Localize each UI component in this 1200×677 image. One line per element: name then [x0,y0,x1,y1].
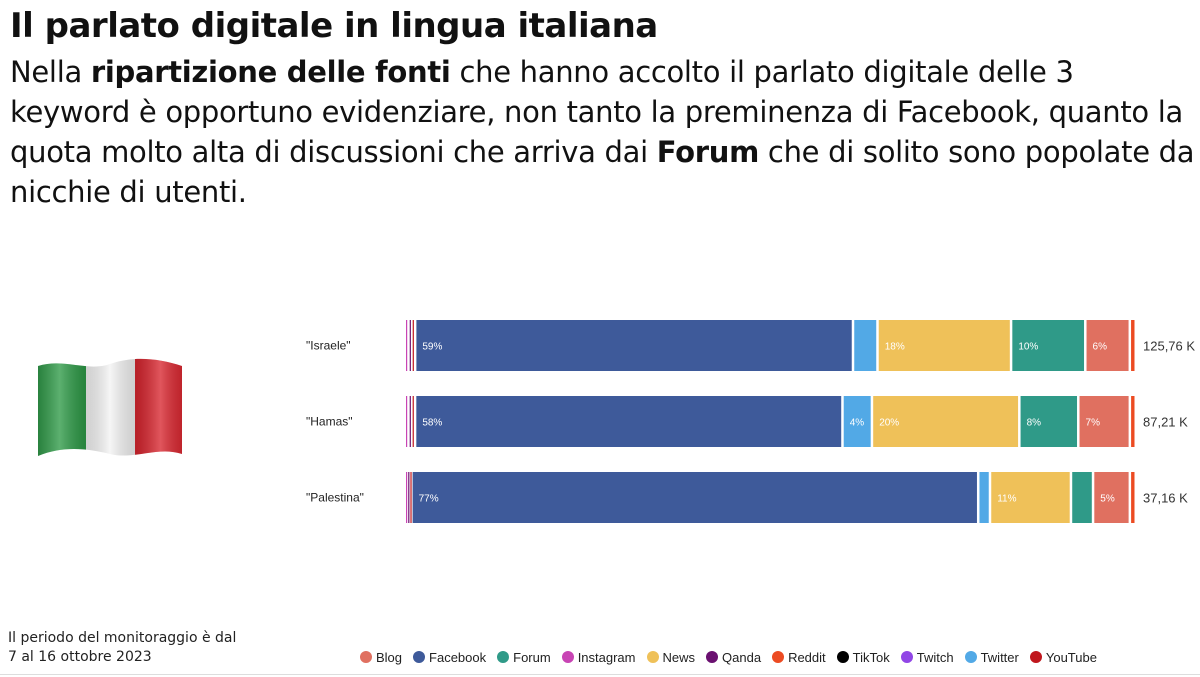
bar-segment-twitter [979,472,989,523]
total-label: 125,76 K [1143,339,1195,354]
bar-segment-instagram [406,320,408,371]
monitoring-period-note: Il periodo del monitoraggio è dal 7 al 1… [8,629,308,667]
legend-item-news: News [646,649,696,665]
page-subtitle: Nella ripartizione delle fonti che hanno… [10,52,1195,212]
footnote-line-2: 7 al 16 ottobre 2023 [8,649,152,665]
bar-segment-qanda [409,320,411,371]
legend-label: Instagram [577,649,636,665]
bar-segment-news [991,472,1070,523]
legend-label: TikTok [852,649,890,665]
legend-label: Reddit [788,649,826,665]
legend-dot-icon [772,651,785,663]
legend-dot-icon [964,651,977,663]
legend-dot-icon [413,651,426,663]
legend-item-facebook: Facebook [413,650,486,665]
bar-segment-blog [1094,472,1129,523]
category-label: "Hamas" [306,415,353,429]
bar-segment-forum [1012,320,1085,371]
segment-value-label: 59% [422,342,442,353]
bar-segment-youtube [412,320,414,371]
segment-value-label: 77% [419,494,439,505]
legend-item-instagram: Instagram [561,649,636,665]
legend-dot-icon [497,651,510,663]
legend-item-youtube: YouTube [1029,649,1097,665]
segment-value-label: 8% [1027,418,1042,429]
legend-item-qanda: Qanda [706,650,761,665]
total-label: 87,21 K [1143,415,1188,430]
subtitle-text-2: che hanno accolto il parlato digitale de… [10,55,1184,169]
bar-segment-youtube [410,472,412,523]
bar-segment-facebook [412,472,977,523]
subtitle-text-1: Nella [10,55,91,89]
legend-item-blog: Blog [360,650,402,665]
legend-label: YouTube [1045,649,1097,665]
bottom-divider [0,674,1200,675]
chart-legend: Blog Facebook Forum Instagram News Qanda Reddi… [360,648,1097,666]
bar-segment-instagram [406,472,408,523]
bar-segment-reddit [1131,320,1135,371]
segment-value-label: 20% [879,418,899,429]
legend-dot-icon [706,651,719,663]
legend-dot-icon [360,651,372,663]
segment-value-label: 6% [1093,342,1108,353]
segment-value-label: 58% [422,418,442,429]
bar-segment-blog [1086,320,1129,371]
bar-segment-facebook [416,320,852,371]
legend-dot-icon [646,651,659,663]
stacked-bar-chart: "Israele" 59% 18% 10% 6% 125,76 K "Hamas" 58% 4%… [306,320,1195,523]
category-label: "Israele" [306,339,351,353]
legend-dot-icon [1029,651,1042,663]
segment-value-label: 7% [1086,418,1101,429]
segment-value-label: 5% [1100,494,1115,505]
legend-dot-icon [561,651,574,663]
subtitle-bold-1: ripartizione delle fonti [90,55,451,89]
italian-flag-icon [38,358,182,457]
segment-value-label: 10% [1018,342,1038,353]
legend-item-forum: Forum [497,650,551,665]
segment-value-label: 18% [885,342,905,353]
legend-label: Twitter [980,649,1019,665]
page-title: Il parlato digitale in lingua italiana [10,6,658,46]
bar-segment-blog [1079,396,1129,447]
bar-segment-twitter [843,396,871,447]
bar-segment-news [878,320,1010,371]
legend-item-twitch: Twitch [900,649,954,665]
category-label: "Palestina" [306,491,364,505]
bar-segment-forum [1072,472,1092,523]
bar-segment-twitter [854,320,877,371]
legend-label: Qanda [722,649,762,665]
legend-label: News [662,649,696,665]
subtitle-bold-2: Forum [656,135,760,169]
subtitle-text-3: che di solito sono popolate da nicchie d… [10,135,1195,209]
legend-item-twitter: Twitter [964,649,1019,665]
legend-dot-icon [836,651,849,663]
bar-segment-youtube [412,396,414,447]
bar-segment-reddit [1131,396,1135,447]
bar-segment-news [873,396,1019,447]
bar-segment-qanda [409,396,411,447]
legend-label: Facebook [429,649,487,665]
legend-label: Blog [376,649,403,665]
legend-item-tiktok: TikTok [836,649,890,665]
bar-segment-instagram [406,396,408,447]
legend-label: Forum [513,649,551,665]
segment-value-label: 11% [997,494,1016,505]
bar-segment-qanda [408,472,410,523]
legend-dot-icon [900,651,913,663]
legend-item-reddit: Reddit [772,650,826,665]
total-label: 37,16 K [1143,491,1188,506]
bar-segment-facebook [416,396,842,447]
footnote-line-1: Il periodo del monitoraggio è dal [8,630,237,646]
legend-label: Twitch [916,649,954,665]
bar-segment-forum [1020,396,1078,447]
bar-segment-reddit [1131,472,1135,523]
segment-value-label: 4% [850,418,865,429]
